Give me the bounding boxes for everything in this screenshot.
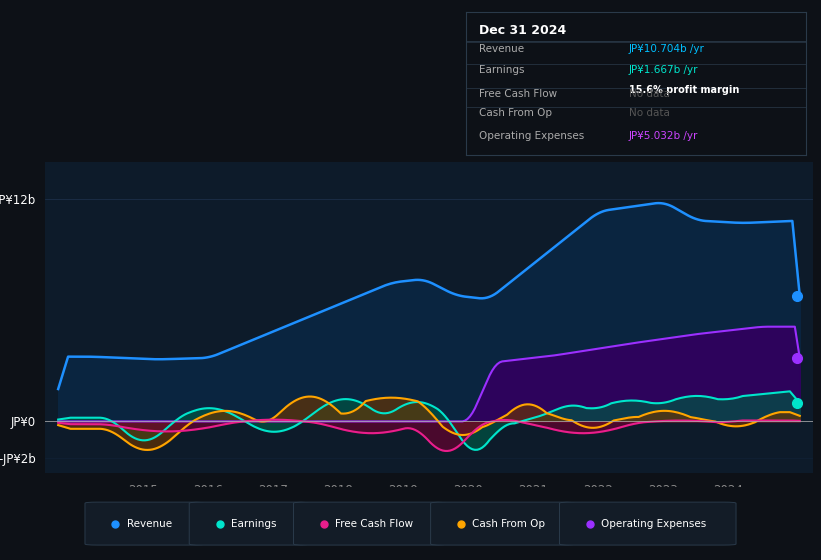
Text: 15.6% profit margin: 15.6% profit margin [629,85,740,95]
FancyBboxPatch shape [560,502,736,545]
FancyBboxPatch shape [85,502,204,545]
Text: Earnings: Earnings [232,519,277,529]
Text: Dec 31 2024: Dec 31 2024 [479,24,566,37]
Text: Free Cash Flow: Free Cash Flow [479,90,557,100]
Text: JP¥10.704b /yr: JP¥10.704b /yr [629,44,705,54]
Text: Cash From Op: Cash From Op [473,519,545,529]
Text: Revenue: Revenue [479,44,525,54]
Text: JP¥5.032b /yr: JP¥5.032b /yr [629,131,699,141]
Text: Revenue: Revenue [126,519,172,529]
Text: Operating Expenses: Operating Expenses [602,519,707,529]
FancyBboxPatch shape [430,502,575,545]
Text: Operating Expenses: Operating Expenses [479,131,585,141]
Text: Cash From Op: Cash From Op [479,108,553,118]
Text: JP¥1.667b /yr: JP¥1.667b /yr [629,65,699,75]
FancyBboxPatch shape [294,502,445,545]
FancyBboxPatch shape [189,502,309,545]
Text: Free Cash Flow: Free Cash Flow [336,519,414,529]
Text: No data: No data [629,108,670,118]
Text: No data: No data [629,90,670,100]
Text: Earnings: Earnings [479,65,525,75]
